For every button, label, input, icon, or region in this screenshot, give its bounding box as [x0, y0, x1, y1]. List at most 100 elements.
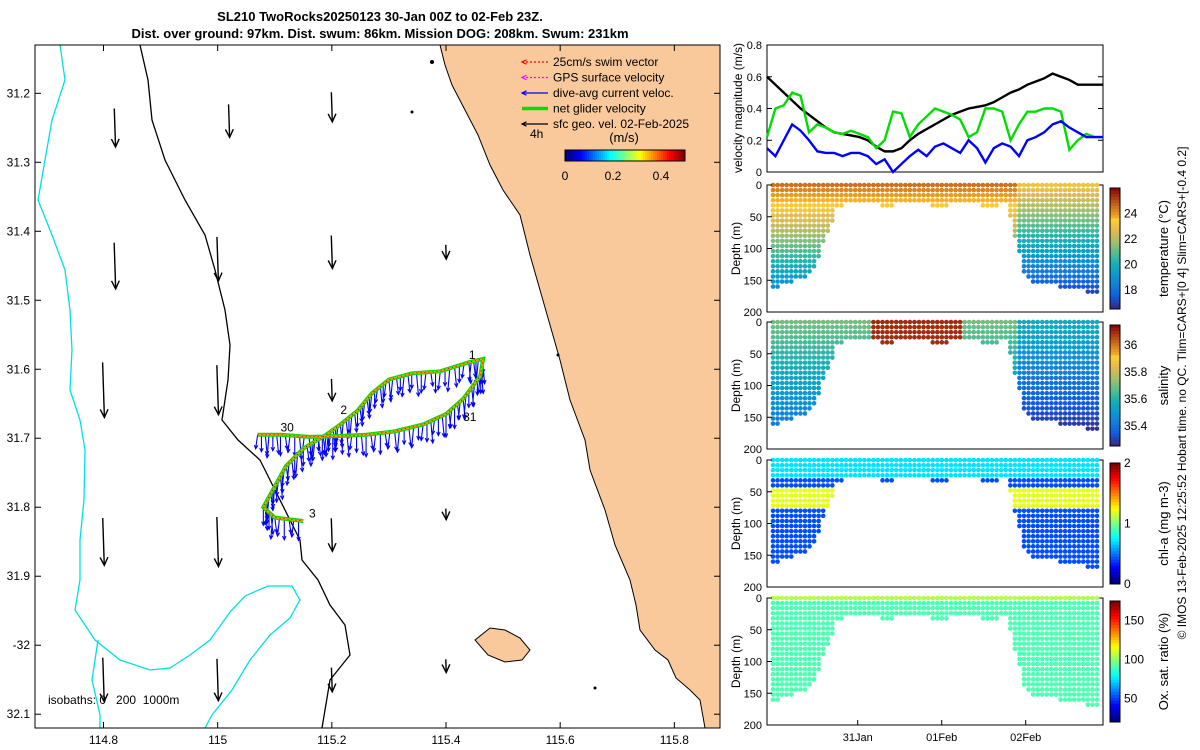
section-sample — [1094, 513, 1100, 519]
section-sample — [903, 595, 908, 601]
colorbar-swatch — [643, 150, 646, 161]
section-sample — [1076, 676, 1082, 682]
section-sample — [948, 197, 954, 203]
section-sample — [779, 656, 785, 662]
section-sample — [1035, 631, 1040, 636]
section-sample — [1030, 626, 1036, 631]
section-sample — [788, 528, 794, 534]
section-sample — [925, 334, 931, 340]
section-sample — [1053, 549, 1059, 554]
section-sample — [1035, 666, 1040, 672]
section-sample — [962, 605, 967, 611]
section-sample — [1039, 182, 1045, 188]
section-sample — [957, 467, 963, 473]
section-colorbar-swatch — [1110, 691, 1120, 696]
section-sample — [1058, 400, 1063, 406]
section-sample — [1071, 385, 1077, 391]
section-sample — [798, 549, 803, 554]
velocity-y-tick-label: 0.6 — [747, 72, 762, 84]
dive-avg-current-arrow-shaft — [462, 398, 466, 419]
section-sample — [1090, 493, 1095, 498]
day-label: 31 — [463, 410, 477, 424]
section-sample — [793, 197, 799, 203]
section-sample — [1058, 666, 1063, 672]
section-sample — [962, 472, 967, 478]
section-sample — [1081, 533, 1086, 539]
section-sample — [1071, 467, 1077, 473]
section-sample — [1085, 248, 1091, 254]
section-sample — [976, 457, 981, 463]
section-sample — [1017, 360, 1022, 365]
section-sample — [1049, 395, 1054, 401]
dive-avg-current-arrow — [419, 372, 424, 394]
dive-avg-current-arrow-head — [419, 388, 424, 394]
section-sample — [1030, 416, 1036, 421]
section-sample — [1044, 334, 1050, 340]
section-sample — [770, 243, 776, 249]
section-sample — [816, 523, 821, 529]
section-sample — [1053, 395, 1059, 401]
section-sample — [889, 340, 894, 345]
section-sample — [989, 616, 995, 621]
section-sample — [779, 503, 785, 509]
section-sample — [820, 218, 826, 223]
section-sample — [775, 263, 780, 269]
section-sample — [793, 544, 799, 549]
section-sample — [1030, 360, 1036, 365]
section-sample — [1071, 279, 1077, 284]
section-sample — [1067, 334, 1072, 340]
section-sample — [1067, 355, 1072, 360]
section-sample — [1035, 498, 1040, 503]
section-sample — [1053, 218, 1059, 223]
imos-side-note: © IMOS 13-Feb-2025 12:25:52 Hobart time.… — [1175, 147, 1189, 640]
section-sample — [1030, 651, 1036, 657]
section-sample — [989, 319, 995, 325]
section-sample — [1053, 692, 1059, 697]
section-sample — [1035, 488, 1040, 493]
section-sample — [1012, 508, 1018, 514]
section-sample — [985, 600, 990, 606]
section-sample — [980, 478, 986, 483]
section-sample — [770, 375, 776, 381]
section-sample — [811, 631, 817, 636]
section-sample — [971, 334, 977, 340]
section-sample — [1067, 508, 1072, 514]
section-sample — [1062, 192, 1068, 198]
section-sample — [1076, 523, 1082, 529]
section-colorbar-swatch — [1110, 679, 1120, 684]
dive-avg-current-arrow-head — [443, 433, 449, 439]
section-sample — [889, 616, 894, 621]
section-sample — [770, 360, 776, 365]
section-sample — [1039, 233, 1045, 239]
section-sample — [875, 467, 881, 473]
section-sample — [802, 549, 808, 554]
section-sample — [793, 488, 799, 493]
section-sample — [1076, 559, 1082, 564]
section-sample — [1035, 238, 1040, 244]
section-sample — [1049, 187, 1054, 193]
section-sample — [1081, 319, 1086, 325]
geo-velocity-arrow-head — [327, 683, 337, 694]
section-sample — [1030, 334, 1036, 340]
section-sample — [1067, 631, 1072, 636]
section-sample — [793, 380, 799, 386]
dive-avg-current-arrow-shaft — [475, 359, 479, 381]
section-sample — [871, 600, 876, 606]
dive-avg-current-arrow-head — [270, 446, 276, 453]
section-sample — [939, 329, 945, 335]
section-sample — [1030, 538, 1036, 544]
geo-velocity-arrow-head — [110, 280, 120, 291]
dive-avg-current-arrow — [299, 451, 305, 473]
section-sample — [775, 457, 780, 463]
section-sample — [779, 518, 785, 524]
section-sample — [1067, 279, 1072, 284]
section-sample — [1049, 651, 1054, 657]
section-sample — [1030, 258, 1036, 264]
section-sample — [1062, 253, 1068, 259]
section-sample — [820, 595, 826, 601]
section-colorbar-swatch — [1110, 487, 1120, 491]
section-sample — [811, 651, 817, 657]
section-sample — [980, 187, 986, 193]
section-sample — [1035, 243, 1040, 249]
section-sample — [1039, 682, 1045, 687]
